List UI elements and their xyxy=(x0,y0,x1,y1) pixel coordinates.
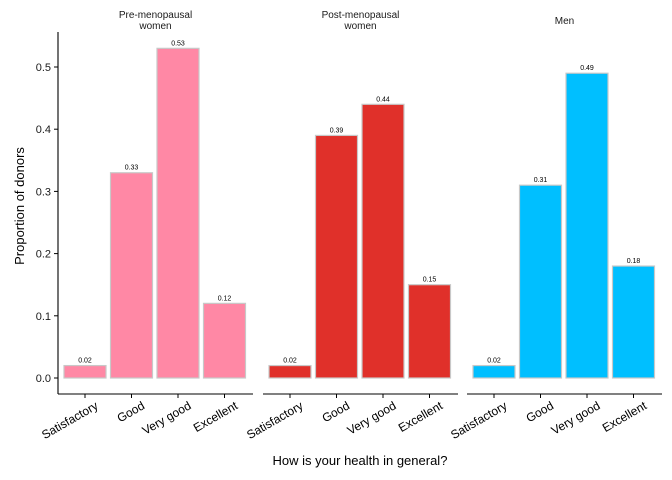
bar xyxy=(361,103,405,379)
x-tick-label: Good xyxy=(115,398,147,425)
x-tick-label: Excellent xyxy=(191,398,241,435)
y-tick-label: 0.4 xyxy=(36,124,51,136)
bar xyxy=(314,134,359,379)
x-tick-label: Very good xyxy=(345,398,399,437)
data-label: 0.18 xyxy=(627,258,641,265)
x-tick-label: Good xyxy=(524,398,556,425)
y-tick-label: 0.5 xyxy=(36,62,51,74)
facet-panels: Pre-menopausal women0.02Satisfactory0.33G… xyxy=(39,10,662,442)
bar xyxy=(63,364,107,379)
bar xyxy=(109,172,154,379)
bar xyxy=(518,184,563,379)
data-label: 0.49 xyxy=(580,65,594,72)
bar xyxy=(156,47,200,379)
x-axis-title: How is your health in general? xyxy=(273,453,448,468)
x-tick-label: Excellent xyxy=(396,398,446,435)
facet-title-line: Pre-menopausal xyxy=(119,10,192,21)
y-axis: 0.0 0.1 0.2 0.3 0.4 0.5 xyxy=(36,32,59,394)
data-label: 0.02 xyxy=(487,358,501,365)
x-tick-label: Satisfactory xyxy=(39,398,100,441)
facet-panel: Post-menopausal women 0.02 Satisfactory 0.39… xyxy=(244,10,458,442)
data-label: 0.12 xyxy=(218,295,232,302)
x-tick-label: Very good xyxy=(140,398,194,437)
data-label: 0.53 xyxy=(171,40,185,47)
facet-title: Pre-menopausal women xyxy=(119,10,192,32)
bar xyxy=(472,364,516,379)
data-label: 0.44 xyxy=(376,96,390,103)
bar xyxy=(565,72,609,379)
y-tick-label: 0.3 xyxy=(36,186,51,198)
bar xyxy=(268,364,312,379)
x-tick-label: Very good xyxy=(549,398,603,437)
data-label: 0.39 xyxy=(330,127,344,134)
x-tick-label: Excellent xyxy=(600,398,650,435)
data-label: 0.31 xyxy=(534,177,548,184)
y-tick-label: 0.2 xyxy=(36,249,51,261)
x-tick-label: Satisfactory xyxy=(448,398,509,441)
data-label: 0.02 xyxy=(283,358,297,365)
facet-title: Men xyxy=(555,16,574,27)
facet-panel: Men 0.02 Satisfactory 0.31 Good 0.49 Very good… xyxy=(448,16,662,442)
y-axis-title: Proportion of donors xyxy=(12,147,27,265)
facet-title-line: women xyxy=(138,21,171,32)
data-label: 0.15 xyxy=(423,277,437,284)
bar xyxy=(202,302,247,379)
facet-title-line: women xyxy=(343,21,376,32)
facet-panel: Pre-menopausal women 0.02 Satisfactory 0.33 G… xyxy=(39,10,253,442)
x-tick-label: Satisfactory xyxy=(244,398,305,441)
y-tick-label: 0.1 xyxy=(36,311,51,323)
x-tick-label: Good xyxy=(320,398,352,425)
data-label: 0.02 xyxy=(78,358,92,365)
data-label: 0.33 xyxy=(125,165,139,172)
facet-title-line: Men xyxy=(555,16,574,27)
y-tick-label: 0.0 xyxy=(36,373,51,385)
bar xyxy=(611,265,656,379)
facet-title: Post-menopausal women xyxy=(322,10,400,32)
facet-title-line: Post-menopausal xyxy=(322,10,400,21)
bar xyxy=(407,284,452,379)
